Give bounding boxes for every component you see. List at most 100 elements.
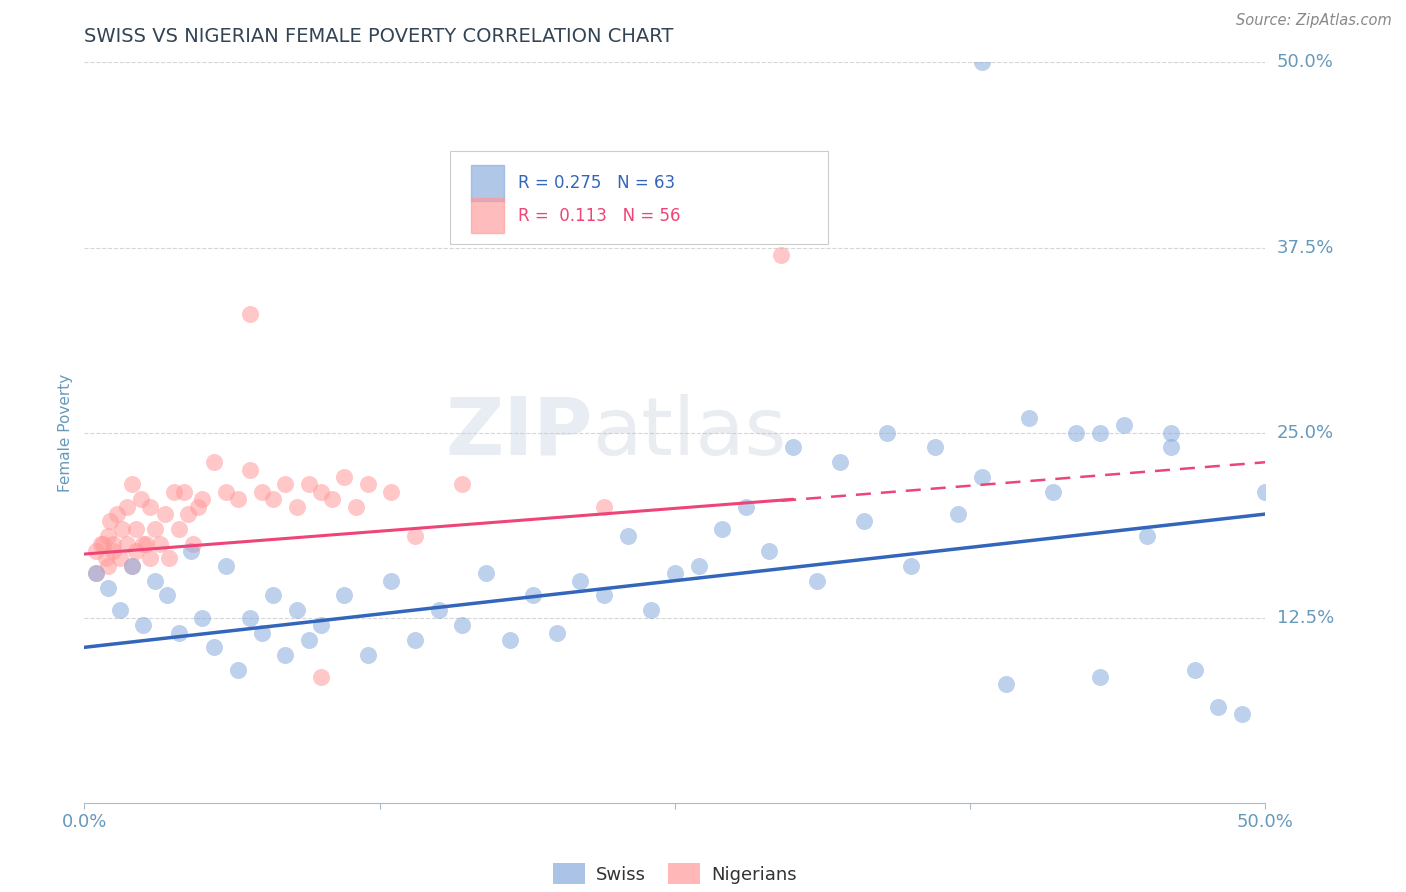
Point <box>239 610 262 624</box>
Point <box>298 477 321 491</box>
Point <box>309 484 332 499</box>
Point <box>226 492 249 507</box>
Point <box>616 529 638 543</box>
Point <box>177 507 200 521</box>
Point <box>333 470 356 484</box>
Point <box>125 522 148 536</box>
Point <box>498 632 520 647</box>
Point <box>546 625 568 640</box>
Point <box>734 500 756 514</box>
Point <box>970 470 993 484</box>
Point <box>90 536 112 550</box>
Point <box>321 492 343 507</box>
Point <box>153 507 176 521</box>
Point <box>239 307 262 321</box>
Point <box>132 618 155 632</box>
Point <box>191 492 214 507</box>
Point <box>187 500 209 514</box>
Point <box>121 558 143 573</box>
Point <box>380 484 402 499</box>
Point <box>143 574 166 588</box>
Point <box>191 610 214 624</box>
Point <box>285 603 308 617</box>
Point <box>357 477 380 491</box>
Point <box>1042 484 1064 499</box>
Y-axis label: Female Poverty: Female Poverty <box>58 374 73 491</box>
Point <box>852 515 875 529</box>
Point <box>250 484 273 499</box>
Point <box>333 589 356 603</box>
Point <box>226 663 249 677</box>
Legend: Swiss, Nigerians: Swiss, Nigerians <box>546 856 804 891</box>
Point <box>274 477 297 491</box>
Point <box>135 536 157 550</box>
Point <box>593 500 616 514</box>
Point <box>1206 699 1229 714</box>
Point <box>167 522 190 536</box>
Point <box>157 551 180 566</box>
Point <box>121 477 143 491</box>
Point <box>924 441 946 455</box>
Text: ZIP: ZIP <box>444 393 592 472</box>
Point <box>156 589 179 603</box>
Point <box>84 566 107 581</box>
Point <box>948 507 970 521</box>
Point <box>1066 425 1088 440</box>
Point <box>569 574 592 588</box>
Point <box>108 551 131 566</box>
Point <box>250 625 273 640</box>
Point <box>1230 706 1253 721</box>
Point <box>1112 418 1135 433</box>
Point <box>404 529 426 543</box>
Point <box>94 551 117 566</box>
Point <box>132 536 155 550</box>
Point <box>830 455 852 469</box>
Point <box>97 529 120 543</box>
Point <box>451 618 474 632</box>
Point <box>1160 425 1182 440</box>
Point <box>115 500 138 514</box>
Point <box>97 581 120 595</box>
Bar <box>471 198 503 234</box>
Bar <box>471 165 503 201</box>
Point <box>298 632 321 647</box>
Point <box>593 589 616 603</box>
Point <box>1254 484 1277 499</box>
Point <box>475 566 498 581</box>
Point <box>782 441 804 455</box>
Point <box>202 455 225 469</box>
Point <box>876 425 898 440</box>
Point <box>84 544 107 558</box>
Point <box>357 648 380 662</box>
Point <box>770 248 793 262</box>
Point <box>262 492 284 507</box>
Point <box>111 522 134 536</box>
Point <box>167 625 190 640</box>
Point <box>98 515 121 529</box>
Point <box>149 536 172 550</box>
Point <box>1088 670 1111 684</box>
Point <box>125 544 148 558</box>
Point <box>101 544 124 558</box>
Point <box>108 603 131 617</box>
Point <box>97 558 120 573</box>
Point <box>427 603 450 617</box>
Point <box>91 536 114 550</box>
Point <box>121 558 143 573</box>
Point <box>806 574 828 588</box>
Point <box>129 492 152 507</box>
Point <box>309 670 332 684</box>
Point <box>262 589 284 603</box>
Point <box>1088 425 1111 440</box>
Point <box>451 477 474 491</box>
Point <box>107 507 129 521</box>
Text: R =  0.113   N = 56: R = 0.113 N = 56 <box>517 207 681 225</box>
FancyBboxPatch shape <box>450 152 828 244</box>
Point <box>143 522 166 536</box>
Point <box>309 618 332 632</box>
Point <box>139 551 162 566</box>
Text: R = 0.275   N = 63: R = 0.275 N = 63 <box>517 174 675 192</box>
Point <box>84 566 107 581</box>
Point <box>522 589 544 603</box>
Point <box>1184 663 1206 677</box>
